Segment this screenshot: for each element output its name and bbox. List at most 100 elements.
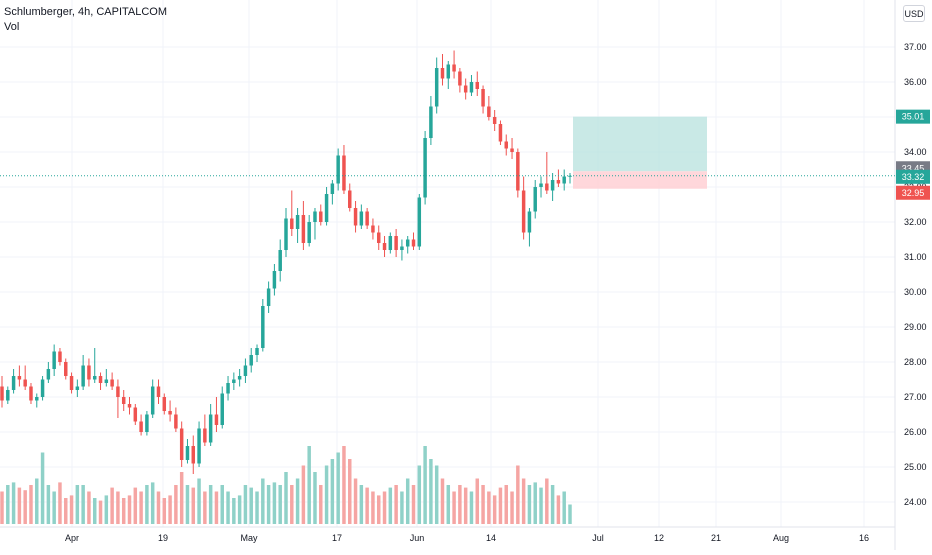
candle-body[interactable]: [533, 187, 537, 212]
candle-body[interactable]: [29, 386, 33, 401]
candle-body[interactable]: [290, 218, 294, 230]
candle-body[interactable]: [527, 211, 532, 233]
candle-body[interactable]: [446, 64, 451, 79]
candle-body[interactable]: [440, 68, 445, 79]
candle-body[interactable]: [179, 428, 184, 461]
candle-body[interactable]: [255, 348, 259, 355]
candle-body[interactable]: [40, 379, 45, 398]
candle-body[interactable]: [562, 176, 566, 184]
candle-body[interactable]: [516, 152, 520, 191]
candle-body[interactable]: [481, 89, 485, 107]
candle-body[interactable]: [510, 148, 514, 153]
candle-body[interactable]: [504, 141, 508, 149]
candle-body[interactable]: [243, 365, 248, 377]
candle-body[interactable]: [295, 215, 300, 229]
candle-body[interactable]: [475, 82, 480, 89]
candle-body[interactable]: [365, 211, 369, 226]
candle-body[interactable]: [127, 404, 132, 408]
candle-body[interactable]: [64, 362, 68, 376]
candle-body[interactable]: [133, 407, 138, 422]
candle-body[interactable]: [400, 246, 404, 251]
candle-body[interactable]: [35, 397, 39, 401]
candle-body[interactable]: [521, 190, 526, 233]
candle-body[interactable]: [429, 106, 433, 139]
candle-body[interactable]: [208, 414, 213, 443]
candle-body[interactable]: [214, 414, 219, 426]
candle-body[interactable]: [92, 376, 97, 380]
candle-body[interactable]: [394, 236, 398, 250]
candle-body[interactable]: [371, 225, 375, 233]
candle-body[interactable]: [498, 124, 503, 142]
candle-body[interactable]: [342, 155, 346, 191]
candle-body[interactable]: [434, 68, 439, 107]
candle-body[interactable]: [330, 183, 335, 195]
candle-body[interactable]: [359, 211, 364, 226]
candle-body[interactable]: [266, 288, 271, 307]
candle-body[interactable]: [150, 386, 155, 415]
candle-body[interactable]: [191, 446, 196, 464]
candle-body[interactable]: [139, 421, 143, 433]
candle-body[interactable]: [116, 386, 120, 398]
candle-body[interactable]: [110, 379, 114, 387]
candle-body[interactable]: [232, 379, 236, 384]
candle-body[interactable]: [261, 306, 265, 348]
candle-body[interactable]: [104, 379, 109, 384]
candle-body[interactable]: [46, 369, 51, 380]
candle-body[interactable]: [226, 383, 230, 394]
candle-body[interactable]: [174, 414, 178, 429]
stop-loss-zone[interactable]: [573, 171, 707, 189]
candle-body[interactable]: [405, 239, 410, 247]
candle-body[interactable]: [237, 376, 242, 380]
candle-body[interactable]: [353, 208, 358, 226]
candle-body[interactable]: [75, 386, 80, 391]
candle-body[interactable]: [220, 393, 224, 426]
candle-body[interactable]: [145, 414, 149, 433]
candle-body[interactable]: [301, 215, 306, 243]
candle-body[interactable]: [58, 351, 62, 363]
candle-body[interactable]: [23, 379, 27, 387]
candle-body[interactable]: [417, 197, 422, 247]
candle-body[interactable]: [452, 64, 456, 72]
candle-body[interactable]: [487, 106, 491, 118]
candle-body[interactable]: [249, 355, 253, 366]
candle-body[interactable]: [348, 190, 352, 209]
candle-body[interactable]: [319, 211, 323, 223]
currency-button[interactable]: USD: [903, 5, 925, 22]
candle-body[interactable]: [411, 239, 416, 247]
candle-body[interactable]: [162, 397, 167, 411]
candle-body[interactable]: [168, 411, 172, 415]
candle-body[interactable]: [545, 183, 549, 191]
candle-body[interactable]: [539, 183, 543, 188]
candle-body[interactable]: [336, 155, 340, 184]
candle-body[interactable]: [11, 376, 16, 390]
candle-body[interactable]: [423, 138, 427, 198]
candle-body[interactable]: [313, 211, 317, 223]
candle-body[interactable]: [324, 194, 329, 222]
candle-body[interactable]: [469, 82, 474, 93]
candle-body[interactable]: [272, 271, 277, 289]
candle-body[interactable]: [69, 376, 74, 390]
candle-body[interactable]: [0, 386, 4, 401]
candle-body[interactable]: [156, 386, 161, 398]
candle-body[interactable]: [203, 428, 207, 443]
profit-target-zone[interactable]: [573, 116, 707, 172]
candle-body[interactable]: [556, 180, 561, 184]
candle-body[interactable]: [382, 243, 387, 250]
candle-body[interactable]: [284, 218, 288, 251]
candle-body[interactable]: [376, 232, 381, 244]
candle-body[interactable]: [197, 428, 201, 464]
candle-body[interactable]: [550, 180, 555, 191]
candle-body[interactable]: [492, 117, 497, 124]
candle-body[interactable]: [458, 71, 462, 86]
candle-body[interactable]: [52, 351, 56, 370]
candle-body[interactable]: [185, 446, 190, 460]
candle-body[interactable]: [6, 390, 10, 401]
candle-body[interactable]: [278, 250, 282, 271]
candle-body[interactable]: [121, 397, 126, 404]
candle-body[interactable]: [87, 365, 91, 380]
candle-body[interactable]: [17, 376, 22, 380]
candle-body[interactable]: [98, 376, 103, 383]
candle-body[interactable]: [307, 222, 311, 243]
